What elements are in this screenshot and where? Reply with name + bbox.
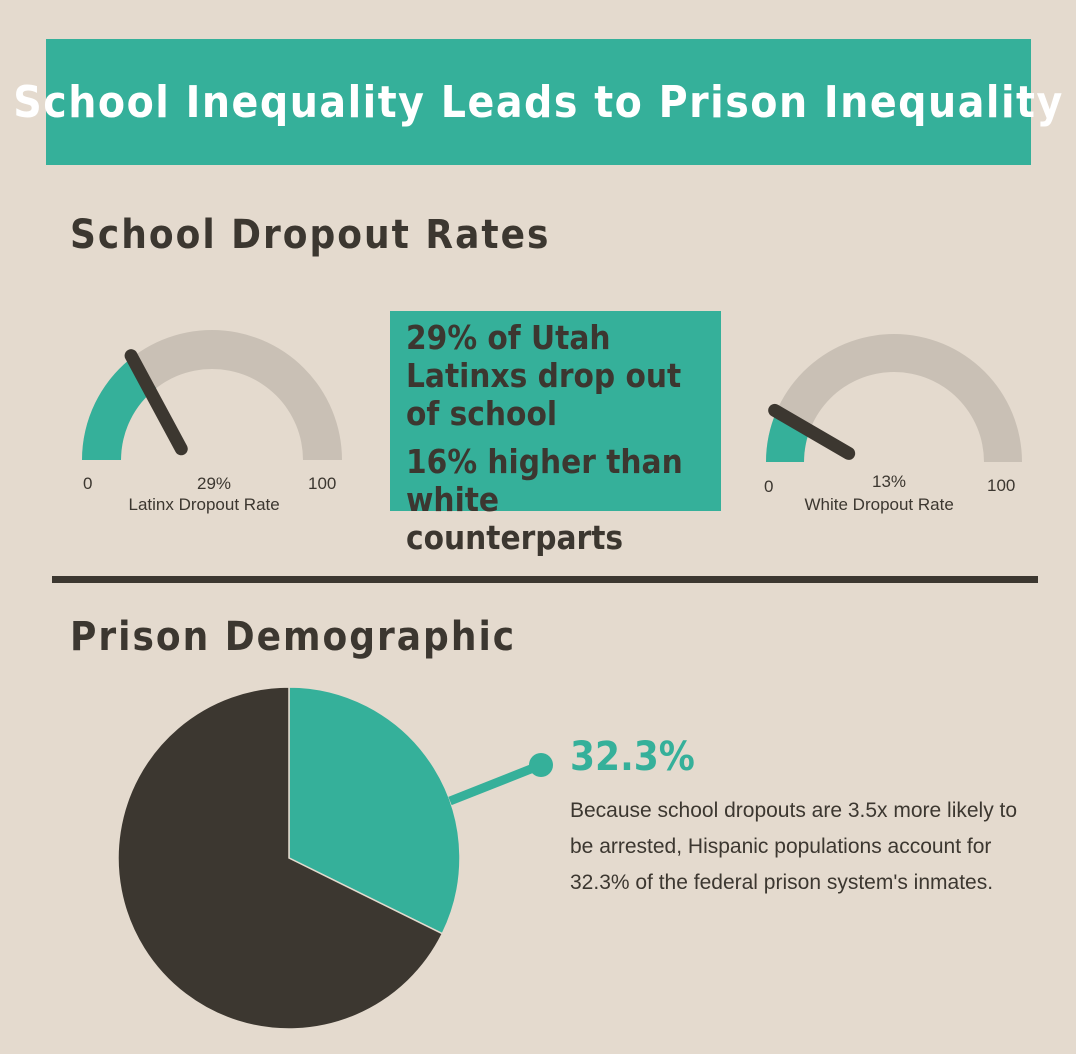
white-dropout-gauge	[766, 334, 1022, 462]
stat-line-comparison: 16% higher than white counterparts	[406, 442, 683, 557]
stat-line-latinx: 29% of Utah Latinxs drop out of school	[406, 318, 682, 433]
dropout-section-heading: School Dropout Rates	[70, 212, 551, 258]
prison-demographic-pie	[117, 686, 461, 1030]
gauge-track	[766, 334, 1022, 462]
page-title: School Inequality Leads to Prison Inequa…	[13, 76, 1064, 128]
title-banner: School Inequality Leads to Prison Inequa…	[13, 39, 1062, 165]
dropout-stat-box: 29% of Utah Latinxs drop out of school 1…	[390, 311, 721, 557]
leader-dot	[529, 753, 553, 777]
white-gauge-min-label: 0	[764, 477, 774, 496]
latinx-gauge-max-label: 100	[308, 474, 337, 493]
white-gauge-caption: White Dropout Rate	[804, 495, 954, 514]
prison-description: Because school dropouts are 3.5x more li…	[570, 799, 1018, 894]
latinx-gauge-min-label: 0	[83, 474, 93, 493]
gauge-needle	[768, 403, 856, 460]
white-gauge-max-label: 100	[987, 476, 1016, 495]
pie-slice-hispanic	[288, 686, 461, 935]
gauge-needle	[124, 349, 188, 456]
pie-slice-other	[117, 686, 444, 1030]
prison-percentage-callout: 32.3%	[570, 734, 695, 780]
white-gauge-value-label: 13%	[872, 472, 907, 491]
gauge-fill	[82, 357, 157, 460]
latinx-dropout-gauge	[82, 330, 342, 460]
latinx-gauge-value-label: 29%	[197, 474, 232, 493]
pie-callout-leader	[448, 753, 553, 806]
section-divider	[52, 576, 1038, 583]
latinx-gauge-caption: Latinx Dropout Rate	[128, 495, 280, 514]
gauge-track	[82, 330, 342, 460]
prison-section-heading: Prison Demographic	[70, 614, 517, 660]
leader-line	[448, 760, 543, 806]
